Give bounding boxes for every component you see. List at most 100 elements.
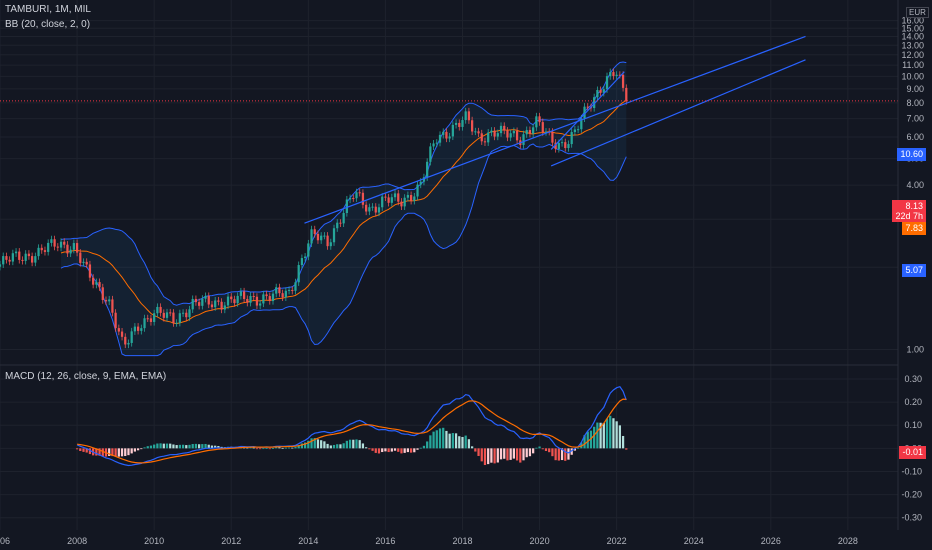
macd-histogram-bar [201, 444, 204, 449]
candle-body [169, 312, 172, 314]
macd-histogram-bar [409, 448, 413, 453]
macd-histogram-bar [560, 448, 564, 461]
macd-histogram-bar [188, 444, 191, 449]
time-tick-label: 2006 [0, 536, 10, 546]
macd-histogram-bar [143, 447, 146, 449]
candle-body [400, 201, 403, 207]
macd-histogram-bar [573, 448, 577, 451]
macd-histogram-bar [564, 448, 567, 461]
macd-histogram-bar [576, 447, 580, 449]
macd-histogram-bar [130, 448, 133, 454]
macd-histogram-bar [567, 448, 570, 460]
candle-body [557, 143, 560, 149]
macd-histogram-bar [451, 433, 454, 449]
bb-legend[interactable]: BB (20, close, 2, 0) [5, 19, 91, 30]
macd-tick-label: 0.30 [904, 374, 922, 384]
candle-body [259, 303, 262, 306]
macd-histogram-bar [442, 427, 445, 449]
macd-histogram-bar [268, 448, 271, 450]
candle-body [621, 74, 625, 88]
candle-body [512, 131, 516, 134]
candle-body [79, 252, 82, 263]
candle-body [426, 161, 429, 178]
candle-body [85, 261, 88, 265]
candle-body [72, 243, 75, 250]
candle-body [528, 130, 532, 134]
macd-histogram-bar [583, 435, 586, 449]
macd-histogram-bar [361, 443, 365, 449]
bb-upper-tag: 10.60 [897, 148, 926, 161]
time-tick-label: 2028 [838, 536, 858, 546]
candle-body [287, 289, 291, 291]
candle-body [397, 193, 400, 202]
candle-body [156, 306, 159, 314]
last-price-tag: 8.13 22d 7h [892, 200, 926, 222]
macd-histogram-bar [596, 422, 599, 449]
macd-histogram-bar [172, 444, 175, 449]
macd-histogram-bar [348, 439, 352, 449]
candle-body [95, 282, 98, 285]
macd-histogram-bar [602, 422, 605, 449]
macd-histogram-bar [316, 439, 320, 449]
candle-body [544, 131, 548, 133]
symbol-legend[interactable]: TAMBURI, 1M, MIL [5, 4, 91, 15]
macd-legend[interactable]: MACD (12, 26, close, 9, EMA, EMA) [5, 371, 167, 382]
candle-body [262, 294, 265, 304]
candle-body [522, 134, 525, 145]
macd-histogram-bar [471, 446, 474, 449]
candle-body [178, 313, 181, 323]
macd-histogram-bar [214, 445, 217, 449]
macd-histogram-bar [320, 440, 323, 449]
macd-histogram-bar [397, 448, 400, 452]
candle-body [124, 336, 127, 345]
candle-body [596, 89, 599, 98]
candle-body [191, 298, 194, 310]
candle-body [615, 74, 618, 76]
macd-histogram-bar [432, 431, 435, 449]
candle-body [454, 122, 458, 125]
macd-histogram-bar [499, 448, 503, 460]
candle-body [329, 242, 332, 247]
macd-histogram-bar [307, 440, 310, 449]
time-tick-label: 2014 [298, 536, 318, 546]
candle-body [413, 196, 416, 201]
candle-body [532, 127, 535, 134]
candle-body [239, 291, 243, 296]
macd-histogram-bar [313, 438, 316, 449]
macd-histogram-bar [159, 443, 162, 449]
macd-histogram-bar [355, 439, 358, 449]
candle-body [230, 296, 233, 300]
macd-histogram-bar [474, 448, 477, 452]
candle-body [406, 195, 410, 198]
candle-body [506, 130, 509, 138]
macd-histogram-bar [326, 443, 329, 449]
macd-histogram-bar [342, 443, 345, 449]
currency-label[interactable]: EUR [906, 7, 929, 18]
candle-body [477, 131, 480, 134]
macd-histogram-bar [435, 430, 438, 449]
macd-line [76, 385, 627, 467]
macd-histogram-bar [413, 448, 416, 453]
macd-histogram-bar [332, 444, 336, 449]
trendline-lower [550, 59, 806, 167]
candle-body [509, 133, 512, 138]
candle-body [88, 264, 92, 278]
candle-body [300, 258, 304, 266]
macd-histogram-bar [599, 422, 602, 449]
candle-body [104, 300, 108, 302]
macd-histogram-bar [538, 446, 541, 449]
macd-histogram-bar [422, 445, 426, 449]
candle-body [66, 244, 69, 254]
macd-histogram-bar [368, 448, 371, 450]
price-tick-label: 4.00 [906, 180, 924, 190]
candle-body [313, 229, 316, 234]
macd-histogram-bar [191, 444, 194, 449]
candle-body [75, 243, 79, 253]
macd-hist-tag: -0.01 [899, 446, 926, 459]
candle-body [175, 322, 178, 324]
macd-histogram-bar [287, 447, 291, 449]
candle-body [194, 298, 198, 303]
candle-body [8, 259, 11, 262]
macd-histogram-bar [384, 448, 387, 452]
